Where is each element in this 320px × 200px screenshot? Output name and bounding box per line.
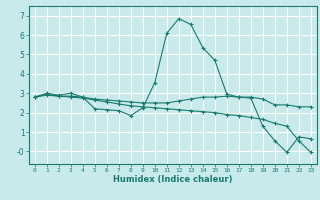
- X-axis label: Humidex (Indice chaleur): Humidex (Indice chaleur): [113, 175, 233, 184]
